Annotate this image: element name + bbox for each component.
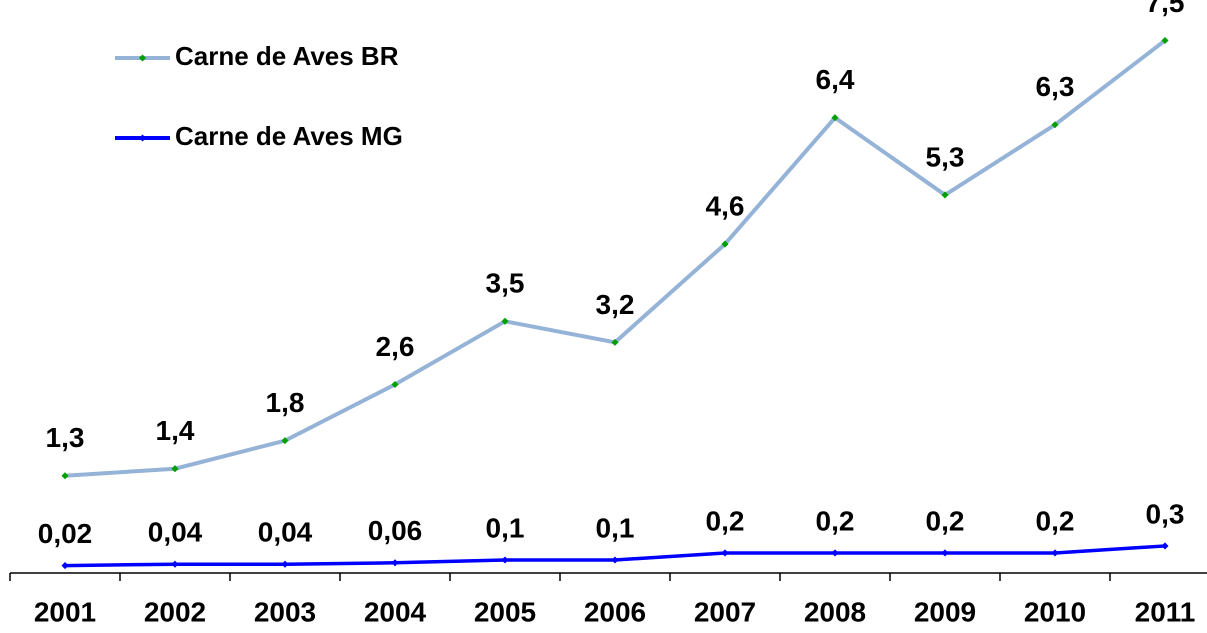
data-label: 0,3 (1146, 498, 1185, 529)
point-marker (1161, 542, 1169, 550)
point-marker (391, 559, 399, 567)
point-marker (941, 549, 949, 557)
data-label: 6,3 (1036, 71, 1075, 102)
point-marker (721, 549, 729, 557)
point-marker (721, 240, 729, 248)
data-label: 2,6 (376, 331, 415, 362)
data-label: 7,5 (1146, 0, 1185, 18)
point-marker (611, 556, 619, 564)
x-tick-label: 2007 (694, 596, 756, 627)
data-label: 3,5 (486, 268, 525, 299)
point-marker (501, 556, 509, 564)
data-label: 0,2 (926, 505, 965, 536)
point-marker (831, 114, 839, 122)
data-label: 0,1 (596, 512, 635, 543)
data-label: 1,3 (46, 422, 85, 453)
data-label: 1,8 (266, 387, 305, 418)
data-label: 6,4 (816, 64, 855, 95)
point-marker (61, 472, 69, 480)
series-line (64, 38, 1167, 478)
legend-label: Carne de Aves MG (175, 121, 403, 151)
data-label: 0,2 (816, 505, 855, 536)
data-label: 0,04 (258, 517, 313, 548)
point-marker (61, 562, 69, 570)
x-tick-label: 2005 (474, 596, 536, 627)
data-label: 3,2 (596, 289, 635, 320)
point-marker (281, 437, 289, 445)
data-label: 0,2 (1036, 505, 1075, 536)
point-marker (611, 338, 619, 346)
x-tick-label: 2002 (144, 596, 206, 627)
legend-marker (138, 54, 147, 62)
point-marker (171, 465, 179, 473)
data-label: 0,04 (148, 517, 203, 548)
data-label: 0,06 (368, 515, 423, 546)
point-marker (391, 380, 399, 389)
data-label: 0,1 (486, 512, 525, 543)
legend-marker (138, 134, 147, 142)
data-label: 0,02 (38, 518, 93, 549)
x-tick-label: 2010 (1024, 596, 1086, 627)
x-tick-label: 2003 (254, 596, 316, 627)
x-tick-label: 2009 (914, 596, 976, 627)
x-tick-label: 2008 (804, 596, 866, 627)
point-marker (171, 560, 179, 568)
point-marker (941, 191, 949, 199)
data-label: 0,2 (706, 505, 745, 536)
point-marker (281, 560, 289, 568)
point-marker (501, 317, 509, 325)
x-tick-label: 2006 (584, 596, 646, 627)
data-label: 5,3 (926, 141, 965, 172)
legend-label: Carne de Aves BR (175, 41, 399, 71)
data-label: 4,6 (706, 190, 745, 221)
data-label: 1,4 (156, 415, 195, 446)
x-tick-label: 2011 (1135, 596, 1196, 627)
x-tick-label: 2001 (34, 596, 96, 627)
point-marker (831, 549, 839, 557)
point-marker (1051, 549, 1059, 557)
x-tick-label: 2004 (364, 596, 427, 627)
